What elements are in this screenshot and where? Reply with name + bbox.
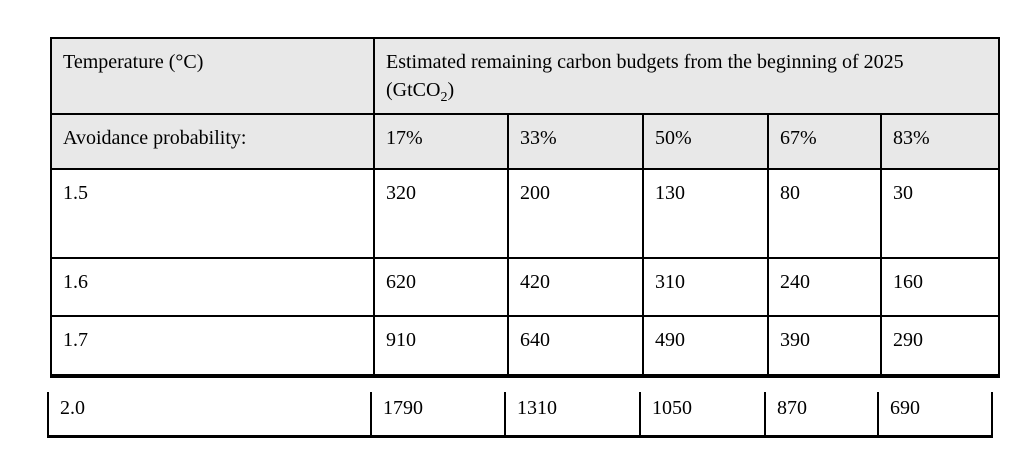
budget-value-cell: 620 bbox=[373, 257, 509, 317]
budget-value-cell: 30 bbox=[879, 168, 1001, 259]
budget-title-cell: Estimated remaining carbon budgets from … bbox=[372, 37, 1001, 115]
budget-title-text: Estimated remaining carbon budgets from … bbox=[386, 51, 904, 73]
probability-label-cell: Avoidance probability: bbox=[50, 113, 375, 170]
budget-value-cell: 240 bbox=[767, 257, 882, 317]
table-row-header: Temperature (°C) Estimated remaining car… bbox=[50, 37, 1001, 115]
carbon-budget-table: Temperature (°C) Estimated remaining car… bbox=[50, 37, 1001, 378]
budget-value-cell: 910 bbox=[373, 315, 509, 377]
probability-label: Avoidance probability: bbox=[63, 127, 247, 149]
table-row-probabilities: Avoidance probability: 17% 33% 50% 67% 8… bbox=[50, 113, 1001, 170]
temperature-header-label: Temperature (°C) bbox=[63, 51, 204, 73]
temperature-cell: 1.5 bbox=[50, 168, 375, 259]
temperature-cell: 1.7 bbox=[50, 315, 375, 377]
budget-value-cell: 290 bbox=[879, 315, 1001, 377]
table-row-2-0-detached: 2.0 1790 1310 1050 870 690 bbox=[47, 392, 993, 438]
probability-cell: 17% bbox=[373, 113, 509, 170]
budget-unit-text: (GtCO2) bbox=[386, 79, 455, 105]
temperature-cell: 2.0 bbox=[49, 392, 372, 435]
table-row-1-6: 1.6 620 420 310 240 160 bbox=[50, 257, 1001, 317]
budget-value-cell: 870 bbox=[766, 392, 879, 435]
temperature-header-cell: Temperature (°C) bbox=[50, 37, 375, 115]
budget-value-cell: 160 bbox=[879, 257, 1001, 317]
subscript-2: 2 bbox=[440, 90, 448, 105]
probability-cell: 33% bbox=[507, 113, 644, 170]
probability-cell: 83% bbox=[879, 113, 1001, 170]
budget-value-cell: 130 bbox=[642, 168, 769, 259]
budget-value-cell: 690 bbox=[890, 397, 920, 419]
budget-value-cell: 420 bbox=[507, 257, 644, 317]
temperature-cell: 1.6 bbox=[50, 257, 375, 317]
budget-value-cell: 320 bbox=[373, 168, 509, 259]
probability-cell: 50% bbox=[642, 113, 769, 170]
budget-value-cell: 1310 bbox=[506, 392, 641, 435]
budget-value-cell: 310 bbox=[642, 257, 769, 317]
budget-value-cell: 1050 bbox=[641, 392, 766, 435]
budget-value-cell: 1790 bbox=[372, 392, 506, 435]
budget-value-cell: 80 bbox=[767, 168, 882, 259]
budget-value-cell: 490 bbox=[642, 315, 769, 377]
budget-value-cell: 200 bbox=[507, 168, 644, 259]
budget-value-cell: 640 bbox=[507, 315, 644, 377]
table-row-1-5: 1.5 320 200 130 80 30 bbox=[50, 168, 1001, 259]
budget-value-cell: 390 bbox=[767, 315, 882, 377]
table-row-1-7: 1.7 910 640 490 390 290 bbox=[50, 315, 1001, 377]
probability-cell: 67% bbox=[767, 113, 882, 170]
